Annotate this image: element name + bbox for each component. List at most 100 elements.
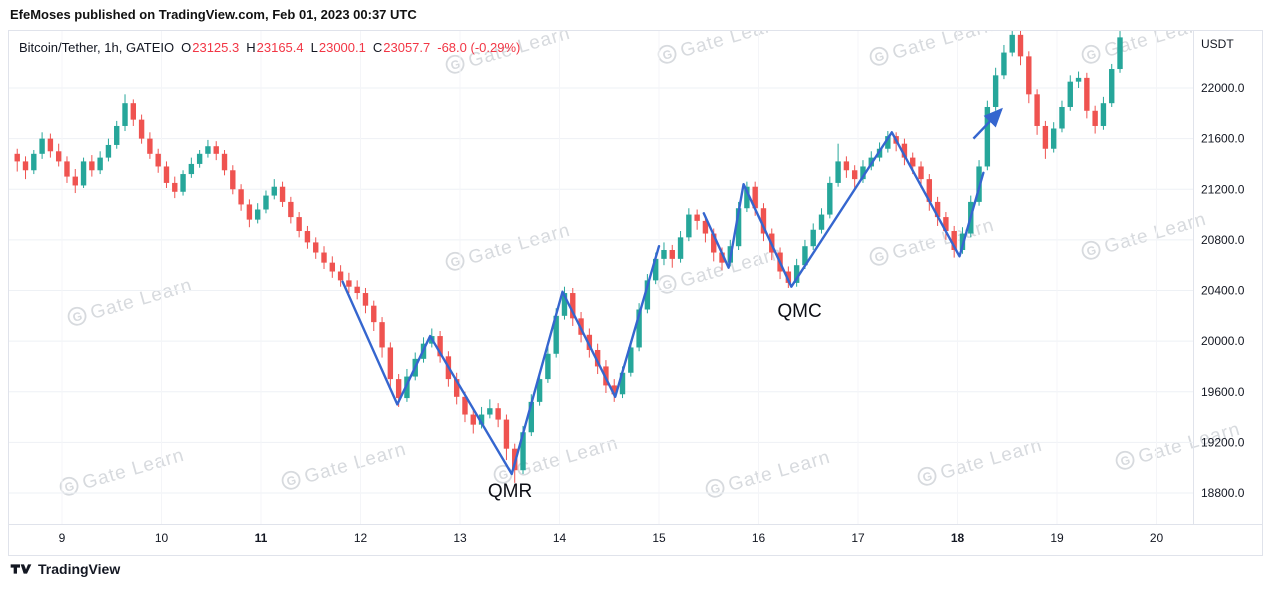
- candle: [64, 156, 70, 183]
- price-axis-label[interactable]: 21600.0: [1201, 132, 1245, 146]
- candle: [354, 280, 360, 300]
- tradingview-footer[interactable]: TradingView: [10, 561, 120, 577]
- candle: [188, 157, 195, 178]
- price-axis-label[interactable]: 22000.0: [1201, 81, 1245, 95]
- time-axis-label[interactable]: 20: [1150, 531, 1164, 545]
- price-axis-label[interactable]: 19600.0: [1201, 385, 1245, 399]
- low-value: 23000.1: [318, 40, 366, 55]
- time-axis-label[interactable]: 9: [59, 531, 66, 545]
- price-axis-label[interactable]: 20000.0: [1201, 334, 1245, 348]
- qmr-pattern-line[interactable]: [341, 245, 661, 476]
- time-axis-label[interactable]: 13: [453, 531, 467, 545]
- gate-logo-letter: G: [1119, 453, 1132, 469]
- candle: [304, 225, 311, 249]
- watermark-text: Gate Learn: [514, 433, 621, 482]
- candle: [155, 148, 161, 173]
- candle: [677, 231, 684, 263]
- gate-logo-icon: [869, 46, 889, 66]
- watermark-layer: G Gate Learn G Gate Learn G Gate Learn G Gate L…: [59, 31, 1243, 498]
- candle: [793, 258, 800, 287]
- tradingview-brand-text: TradingView: [38, 561, 121, 577]
- candlestick-series: [14, 31, 1123, 483]
- close-label: C: [372, 40, 383, 55]
- candle: [80, 157, 87, 188]
- price-axis-label[interactable]: 19200.0: [1201, 435, 1245, 449]
- candle: [122, 94, 128, 132]
- candle: [1109, 63, 1115, 107]
- candle: [835, 143, 841, 187]
- candle: [760, 203, 767, 242]
- candle: [843, 156, 850, 178]
- gate-logo-letter: G: [661, 277, 674, 293]
- candle: [163, 161, 170, 188]
- candle: [1017, 31, 1024, 66]
- candle: [644, 274, 651, 314]
- candle: [172, 176, 178, 199]
- price-axis-label[interactable]: 20800.0: [1201, 233, 1245, 247]
- gate-learn-watermark: G Gate Learn: [67, 275, 195, 326]
- gate-learn-watermark: G Gate Learn: [869, 215, 997, 266]
- high-value: 23165.4: [256, 40, 304, 55]
- candle: [686, 208, 692, 242]
- tradingview-logo-icon: [10, 564, 32, 574]
- annotation-qmr[interactable]: QMR: [488, 481, 532, 502]
- candle: [810, 223, 816, 250]
- up-arrow[interactable]: [972, 107, 1003, 140]
- candle: [321, 246, 327, 269]
- candle: [1001, 44, 1007, 80]
- gate-logo-letter: G: [285, 473, 298, 489]
- time-axis-label[interactable]: 15: [652, 531, 666, 545]
- ohlc-high: H 23165.4: [246, 40, 303, 55]
- candle: [453, 372, 460, 405]
- chart-canvas[interactable]: G Gate Learn G Gate Learn G Gate Learn G Gate L…: [9, 31, 1262, 555]
- time-axis-label[interactable]: 17: [851, 531, 865, 545]
- watermark-text: Gate Learn: [302, 439, 409, 488]
- time-axis-label[interactable]: 11: [255, 531, 268, 545]
- price-axis-label[interactable]: 21200.0: [1201, 182, 1245, 196]
- gate-logo-letter: G: [1085, 243, 1098, 259]
- gate-logo-icon: [1115, 450, 1135, 470]
- candle: [926, 174, 933, 211]
- low-label: L: [310, 40, 318, 55]
- candle: [196, 150, 203, 168]
- gate-learn-watermark: G Gate Learn: [705, 447, 833, 498]
- gate-logo-icon: [59, 476, 79, 496]
- gate-logo-icon: [445, 54, 465, 74]
- candle: [230, 165, 236, 195]
- candle: [561, 286, 568, 320]
- annotation-qmc[interactable]: QMC: [777, 301, 821, 322]
- attribution-text: EfeMoses published on TradingView.com, F…: [10, 7, 417, 22]
- gate-logo-letter: G: [709, 481, 722, 497]
- candle: [114, 120, 120, 149]
- gate-learn-watermark: G Gate Learn: [445, 220, 573, 271]
- symbol-title[interactable]: Bitcoin/Tether, 1h, GATEIO: [19, 40, 175, 55]
- candle: [951, 225, 957, 258]
- candle: [744, 181, 750, 213]
- time-axis-label[interactable]: 18: [951, 531, 965, 545]
- time-axis-label[interactable]: 19: [1050, 531, 1064, 545]
- time-axis-label[interactable]: 14: [553, 531, 567, 545]
- candle: [1075, 71, 1082, 88]
- time-axis-label[interactable]: 12: [354, 531, 368, 545]
- candle: [246, 199, 253, 228]
- candle: [901, 138, 908, 166]
- chart-legend: Bitcoin/Tether, 1h, GATEIO O 23125.3 H 231…: [19, 40, 520, 55]
- candle: [943, 212, 949, 240]
- candle: [147, 132, 153, 159]
- gate-logo-icon: [281, 470, 301, 490]
- candle: [313, 237, 319, 259]
- time-axis-label[interactable]: 16: [752, 531, 766, 545]
- candle: [1026, 51, 1032, 104]
- candle: [288, 196, 294, 224]
- price-axis-label[interactable]: 20400.0: [1201, 284, 1245, 298]
- candle: [14, 148, 20, 172]
- candle: [379, 317, 385, 358]
- time-axis-label[interactable]: 10: [155, 531, 169, 545]
- qmc-pattern-line[interactable]: [702, 131, 985, 288]
- candle: [934, 196, 941, 226]
- candle: [279, 181, 286, 207]
- candle: [1067, 75, 1073, 111]
- price-axis-label[interactable]: 18800.0: [1201, 486, 1245, 500]
- attribution-line: EfeMoses published on TradingView.com, F…: [10, 7, 417, 22]
- candle: [1084, 72, 1090, 119]
